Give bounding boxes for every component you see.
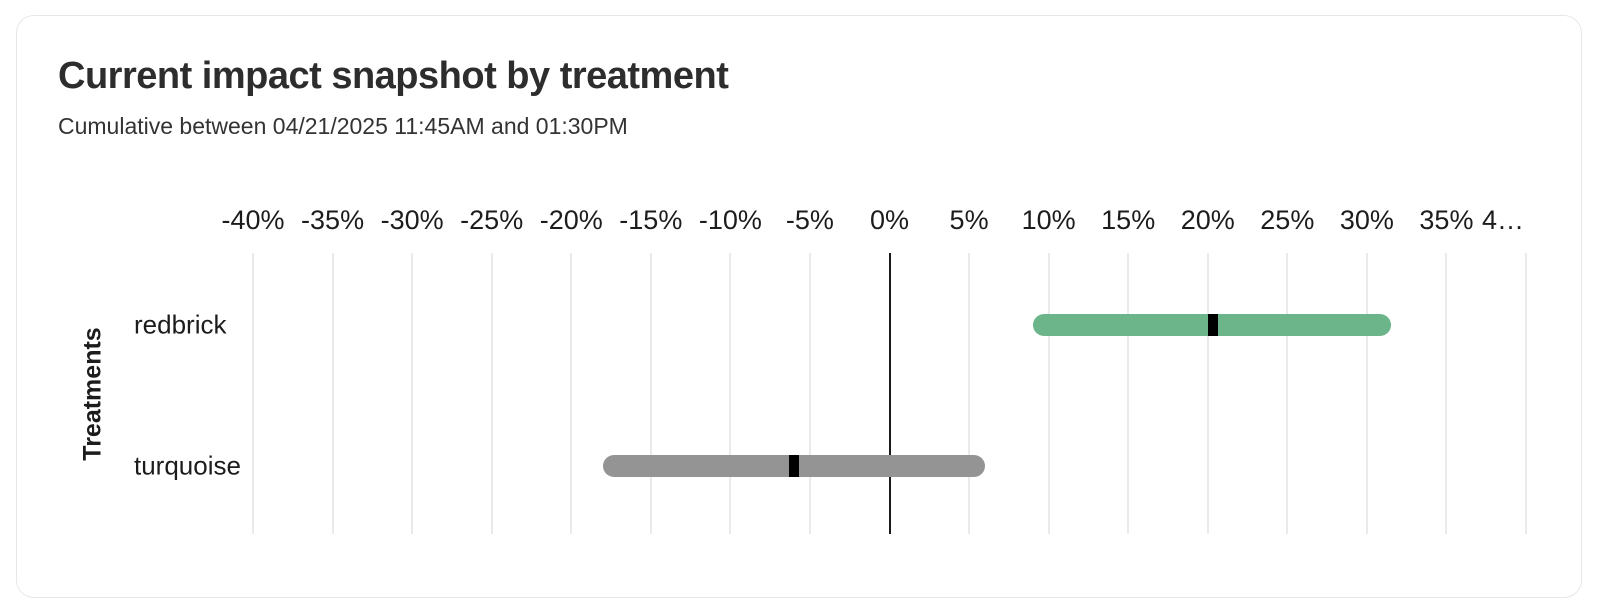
gridline <box>808 253 811 534</box>
x-tick-label: -15% <box>619 205 683 235</box>
x-tick-label: -25% <box>460 205 524 235</box>
x-tick-label: -10% <box>698 205 762 235</box>
x-tick-label: 30% <box>1339 205 1394 235</box>
category-label-turquoise: turquoise <box>134 450 241 481</box>
x-tick-label: 0% <box>869 205 910 235</box>
gridline <box>331 253 334 534</box>
x-tick-label: 5% <box>949 205 989 235</box>
gridline <box>570 253 573 534</box>
gridline <box>968 253 971 534</box>
x-tick-label: -35% <box>301 205 365 235</box>
x-tick-label: 15% <box>1101 205 1156 235</box>
gridline <box>1127 253 1130 534</box>
gridline <box>490 253 493 534</box>
category-label-redbrick: redbrick <box>134 309 227 340</box>
gridline <box>1525 253 1527 534</box>
gridline <box>729 253 732 534</box>
impact-snapshot-card: Current impact snapshot by treatment Cum… <box>16 15 1582 598</box>
x-tick-label: -30% <box>380 205 444 235</box>
x-tick-label: -5% <box>785 205 834 235</box>
gridline <box>1206 253 1209 534</box>
x-tick-label: 35% <box>1419 205 1474 235</box>
estimate-marker-redbrick <box>1207 314 1218 336</box>
page-title: Current impact snapshot by treatment <box>58 55 729 97</box>
date-range-subtitle: Cumulative between 04/21/2025 11:45AM an… <box>58 113 628 139</box>
gridline <box>1047 253 1050 534</box>
x-tick-label: -40% <box>221 205 285 235</box>
x-tick-label: 20% <box>1180 205 1235 235</box>
gridline <box>1286 253 1289 534</box>
gridline <box>411 253 414 534</box>
estimate-marker-turquoise <box>789 455 800 477</box>
gridline <box>1445 253 1448 534</box>
x-tick-label: -20% <box>539 205 603 235</box>
impact-range-chart: Treatments -40% -35% -30% -25% -20% -15% -10% -… <box>17 16 1581 597</box>
y-axis-label: Treatments <box>78 327 107 461</box>
zero-axis-line <box>888 253 891 534</box>
gridline <box>252 253 254 534</box>
gridline <box>1365 253 1368 534</box>
x-tick-label: 10% <box>1021 205 1076 235</box>
x-tick-label: 4… <box>1481 205 1524 235</box>
gridline <box>649 253 652 534</box>
x-tick-label: 25% <box>1260 205 1315 235</box>
